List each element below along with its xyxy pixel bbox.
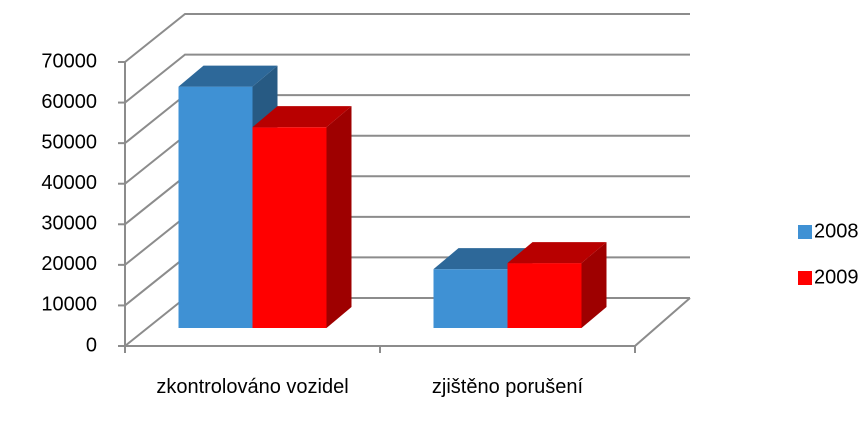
x-tick-label: zjištěno porušení: [431, 376, 584, 398]
y-tick-label: 40000: [41, 172, 97, 194]
bar-top: [178, 65, 278, 87]
grid-line: [124, 13, 690, 63]
bar: [178, 86, 253, 328]
bar: [252, 127, 327, 329]
grid-line: [124, 53, 690, 104]
bar-side: [581, 242, 607, 328]
legend-swatch: [798, 271, 812, 285]
bar-side: [326, 106, 352, 329]
y-tick-label: 70000: [41, 50, 97, 72]
bar: [507, 263, 582, 328]
legend-swatch: [798, 225, 812, 239]
y-tick-label: 30000: [41, 213, 97, 235]
y-tick-label: 0: [86, 334, 97, 356]
y-tick-label: 50000: [41, 131, 97, 153]
x-tick-label: zkontrolováno vozidel: [156, 376, 349, 398]
bar-top: [252, 106, 352, 128]
bar: [433, 269, 508, 328]
y-tick-label: 60000: [41, 91, 97, 113]
legend-label: 2008: [814, 220, 859, 242]
y-tick-label: 10000: [41, 294, 97, 316]
bar-top: [507, 242, 607, 264]
legend-label: 2009: [814, 266, 859, 288]
y-tick-label: 20000: [41, 253, 97, 275]
